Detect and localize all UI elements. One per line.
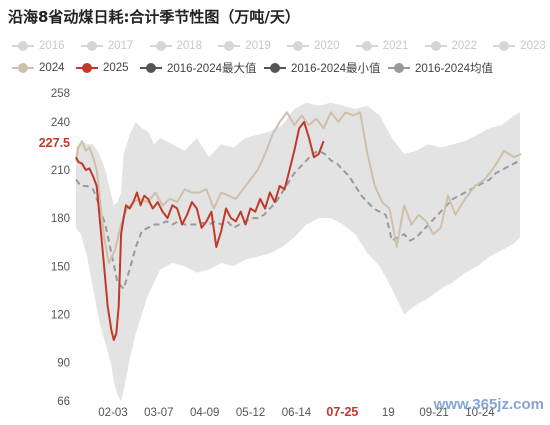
historical-range-band (76, 102, 520, 401)
x-tick-label: 03-07 (144, 407, 173, 419)
series-line-2025 (75, 120, 325, 341)
legend-item[interactable]: 2016 (12, 37, 65, 55)
legend-item[interactable]: 2016-2024均值 (388, 59, 493, 77)
legend-item[interactable]: 2018 (149, 37, 203, 55)
legend-swatch (424, 40, 447, 52)
legend-label: 2017 (107, 40, 134, 52)
x-tick-label: 19 (382, 407, 395, 419)
x-tick-label: 04-09 (190, 407, 219, 419)
y-tick-label: 150 (51, 261, 70, 273)
legend-label: 2025 (103, 62, 129, 74)
x-tick-label: 09-21 (419, 407, 448, 419)
legend-label: 2023 (520, 40, 546, 52)
legend-item[interactable]: 2016-2024最大值 (140, 59, 257, 77)
legend-swatch (218, 40, 241, 52)
legend-label: 2016-2024最小值 (291, 63, 381, 75)
legend-swatch (493, 40, 516, 52)
legend-label: 2022 (451, 40, 478, 52)
legend-swatch (149, 40, 172, 52)
y-tick-label: 240 (51, 117, 70, 129)
y-tick-label: 66 (57, 396, 70, 408)
legend-label: 2019 (245, 40, 271, 52)
legend-label: 2018 (176, 40, 203, 52)
legend-item[interactable]: 2023 (493, 37, 546, 55)
legend-item[interactable]: 2022 (424, 37, 478, 55)
legend-item[interactable]: 2025 (76, 59, 129, 77)
y-highlight-label: 227.5 (39, 136, 70, 150)
legend-item[interactable]: 2019 (218, 37, 271, 55)
legend-item[interactable]: 2021 (355, 37, 409, 55)
y-tick-label: 90 (57, 358, 70, 370)
legend-label: 2021 (382, 40, 409, 52)
site-watermark: www.365jz.com (433, 396, 544, 413)
series-line-2024 (75, 111, 522, 264)
legend-swatch (12, 62, 34, 74)
legend-item[interactable]: 2020 (287, 37, 340, 55)
legend-item[interactable]: 2016-2024最小值 (264, 59, 381, 77)
legend-label: 2024 (39, 62, 65, 74)
y-tick-label: 120 (51, 309, 70, 321)
x-tick-label: 07-25 (326, 405, 358, 419)
y-tick-label: 210 (51, 165, 70, 177)
x-tick-label: 06-14 (282, 407, 312, 419)
y-tick-label: 180 (51, 213, 70, 225)
legend-swatch (388, 62, 410, 74)
x-tick-label: 02-03 (98, 407, 127, 419)
y-tick-label: 258 (51, 88, 70, 100)
legend-swatch (12, 40, 34, 52)
legend-swatch (140, 62, 162, 74)
x-tick-label: 05-12 (236, 407, 265, 419)
legend-swatch (264, 62, 286, 74)
legend-item[interactable]: 2024 (12, 59, 65, 77)
legend-item[interactable]: 2017 (80, 37, 134, 55)
legend-label: 2020 (314, 40, 340, 52)
x-tick-label: 10-24 (465, 407, 495, 419)
legend-swatch (80, 40, 103, 52)
chart-title: 沿海8省动煤日耗:合计季节性图（万吨/天） (8, 8, 300, 26)
legend-label: 2016-2024均值 (415, 63, 493, 75)
legend-swatch (287, 40, 309, 52)
legend-swatch (76, 62, 98, 74)
chart-legend: 2016 2017 2018 2019 2020 2021 2022 2023 2024 2025… (0, 36, 550, 80)
legend-label: 2016-2024最大值 (167, 63, 257, 75)
legend-swatch (355, 40, 378, 52)
legend-label: 2016 (39, 40, 65, 52)
